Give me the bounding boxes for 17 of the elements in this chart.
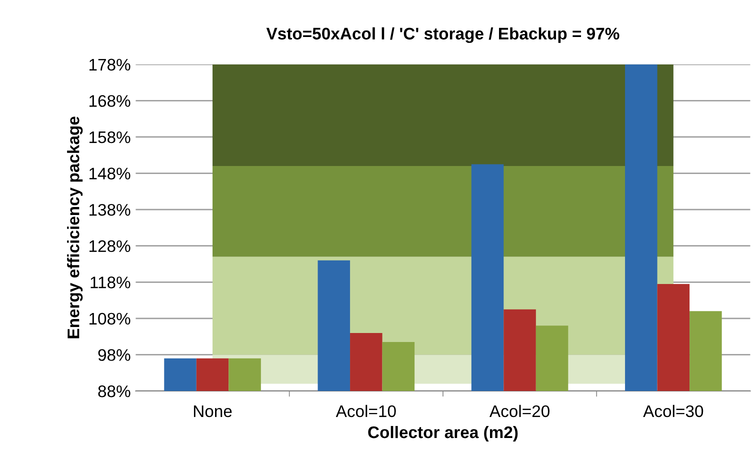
x-tick-label: Acol=30 (643, 404, 704, 418)
y-tick-label: 128% (90, 240, 130, 252)
x-tick-label: Acol=10 (336, 404, 396, 418)
x-axis-title: Collector area (m2) (368, 426, 518, 442)
y-tick-label: 148% (90, 168, 130, 180)
y-tick-label: 158% (90, 131, 130, 144)
x-tick-label: Acol=20 (489, 404, 550, 418)
y-tick-label: 98% (98, 349, 130, 361)
y-tick-label: 88% (98, 385, 130, 398)
x-tick-label: None (194, 406, 232, 418)
y-axis-title: Energy efficiciency package (67, 116, 83, 338)
y-tick-label: 168% (90, 95, 130, 107)
y-tick-label: 108% (90, 312, 130, 325)
y-tick-label: 178% (90, 58, 130, 71)
y-tick-label: 118% (90, 276, 130, 288)
y-tick-label: 138% (90, 204, 130, 216)
chart-title: Vsto=50xAcol l / 'C' storage / Ebackup = 97% (266, 27, 620, 43)
